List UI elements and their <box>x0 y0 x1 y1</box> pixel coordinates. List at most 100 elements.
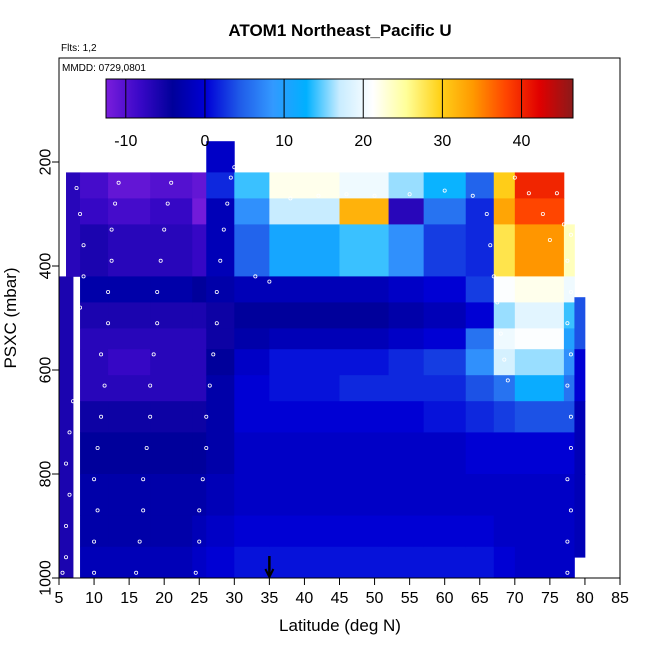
flight-point <box>116 180 121 185</box>
heatmap-cell <box>563 276 575 303</box>
heatmap-cell <box>150 276 193 303</box>
flight-point <box>151 352 156 357</box>
flight-point <box>561 222 566 227</box>
flight-point <box>204 445 209 450</box>
heatmap-cell <box>206 328 235 350</box>
flight-point <box>81 274 86 279</box>
heatmap-cell <box>59 276 74 579</box>
flight-point <box>193 570 198 575</box>
heatmap-cell <box>80 172 109 199</box>
flight-point <box>565 539 570 544</box>
heatmap-cell <box>108 432 151 475</box>
heatmap-cell <box>388 198 425 225</box>
heatmap-cell <box>423 401 467 433</box>
flight-point <box>155 289 160 294</box>
heatmap-cell <box>514 302 565 329</box>
heatmap-cell <box>206 546 235 579</box>
flight-point <box>141 508 146 513</box>
heatmap-cell <box>150 198 193 225</box>
heatmap-cell <box>423 276 467 303</box>
heatmap-cell <box>108 276 151 303</box>
flight-point <box>134 570 139 575</box>
heatmap-cell <box>269 474 340 516</box>
flight-point <box>232 165 237 170</box>
colorbar-tick-label: -10 <box>114 133 137 150</box>
y-tick-label: 600 <box>38 357 55 384</box>
flight-point <box>568 289 573 294</box>
heatmap-cell <box>574 474 586 558</box>
colorbar-gradient <box>105 78 574 119</box>
heatmap-cell <box>339 276 389 303</box>
heatmap-cell <box>423 198 467 225</box>
heatmap-cell <box>388 474 425 516</box>
y-tick-label: 400 <box>38 253 55 280</box>
heatmap-cell <box>234 172 270 199</box>
colorbar-tick-label: 0 <box>200 133 209 150</box>
heatmap-cell <box>514 375 565 402</box>
flight-point <box>344 192 349 197</box>
heatmap-cell <box>388 546 425 579</box>
flight-point <box>214 289 219 294</box>
heatmap-cell <box>465 546 495 579</box>
heatmap-cell <box>423 302 467 329</box>
heatmap-cell <box>388 172 425 199</box>
heatmap-cell <box>574 349 586 402</box>
flight-point <box>148 383 153 388</box>
flight-point <box>225 201 230 206</box>
flight-point <box>407 192 412 197</box>
heatmap-cell <box>423 474 467 516</box>
heatmap-cell <box>493 198 516 225</box>
heatmap-cell <box>514 328 565 350</box>
mmdd-annotation: MMDD: 0729,0801 <box>62 63 146 74</box>
flight-point <box>67 492 72 497</box>
flight-point <box>512 175 517 180</box>
heatmap-cell <box>234 302 270 329</box>
x-tick-label: 80 <box>576 590 594 607</box>
heatmap-cell <box>388 302 425 329</box>
heatmap-cell <box>234 375 270 402</box>
heatmap-cell <box>465 474 495 516</box>
x-tick-label: 40 <box>296 590 314 607</box>
flight-point <box>253 274 258 279</box>
heatmap-cell <box>206 198 235 225</box>
heatmap-cell <box>206 375 235 402</box>
flight-point <box>498 331 503 336</box>
flight-point <box>502 357 507 362</box>
heatmap-cell <box>80 432 109 475</box>
heatmap-cell <box>514 515 565 548</box>
heatmap-cell <box>80 474 109 516</box>
flight-point <box>568 508 573 513</box>
flight-point <box>106 289 111 294</box>
flight-point <box>78 211 83 216</box>
flight-point <box>102 383 107 388</box>
flight-point <box>81 243 86 248</box>
flight-point <box>158 258 163 263</box>
heatmap-cell <box>563 224 575 277</box>
heatmap-cell <box>465 401 495 433</box>
flight-point <box>568 414 573 419</box>
heatmap-cell <box>388 401 425 433</box>
heatmap-cell <box>388 432 425 475</box>
x-tick-label: 60 <box>436 590 454 607</box>
heatmap-cell <box>206 349 235 376</box>
heatmap-cell <box>150 349 193 376</box>
heatmap-cell <box>465 432 495 475</box>
heatmap-cell <box>108 546 151 579</box>
heatmap-cell <box>150 515 193 548</box>
heatmap-cell <box>150 546 193 579</box>
heatmap-cell <box>80 375 109 402</box>
colorbar-tick-label: 20 <box>354 133 372 150</box>
flight-point <box>554 191 559 196</box>
heatmap-cell <box>563 546 575 579</box>
heatmap-cell <box>465 349 495 376</box>
heatmap-cell <box>269 515 340 548</box>
flight-point <box>92 477 97 482</box>
heatmap-cell <box>206 276 235 303</box>
flight-point <box>64 555 69 560</box>
x-axis: 5 10 15 20 25 30 35 40 45 50 55 60 65 70 75 80 85 <box>55 578 629 607</box>
heatmap-cell <box>150 474 193 516</box>
flight-point <box>60 570 65 575</box>
heatmap-cell <box>563 328 575 350</box>
heatmap-cell <box>493 474 516 516</box>
